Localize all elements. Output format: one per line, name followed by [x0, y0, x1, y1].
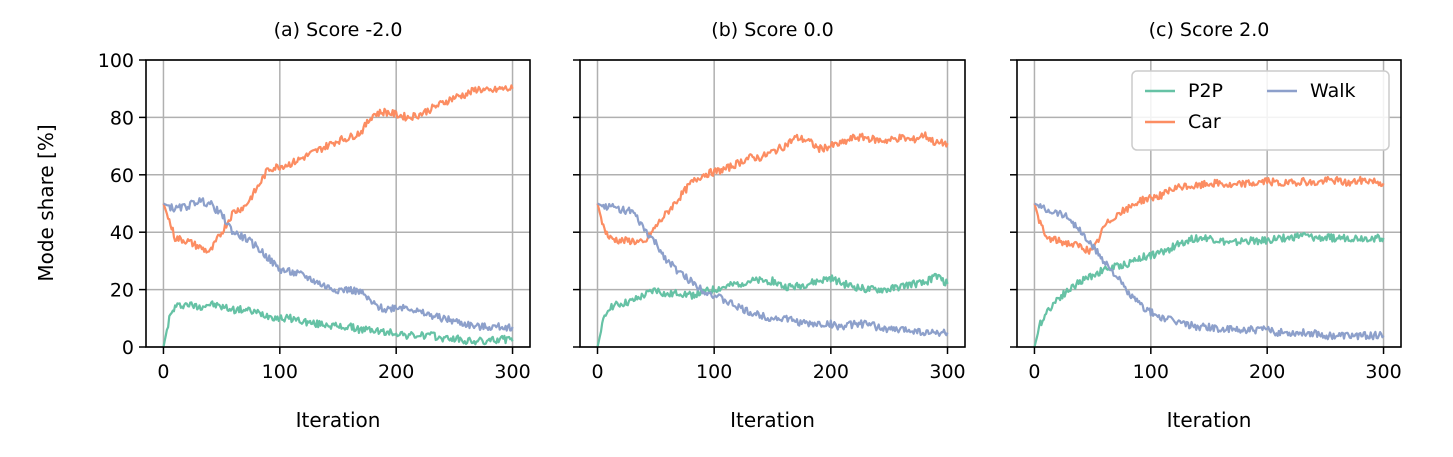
series-line-car — [162, 84, 514, 254]
legend-label-car: Car — [1188, 111, 1221, 133]
x-tick-label: 0 — [157, 361, 169, 383]
x-tick-label: 100 — [1133, 361, 1169, 383]
series-line-p2p — [596, 272, 949, 347]
x-axis-label: Iteration — [296, 408, 381, 432]
series-line-walk — [162, 197, 514, 332]
x-axis-label: Iteration — [730, 408, 815, 432]
y-axis-label: Mode share [%] — [34, 124, 58, 281]
panel-c: 0 100 200 300 (c) Score 2.0 Iteration — [1010, 19, 1402, 432]
panel-title: (b) Score 0.0 — [711, 19, 833, 41]
y-tick-label: 100 — [98, 50, 134, 72]
x-tick-label: 300 — [1365, 361, 1401, 383]
x-tick-label: 300 — [494, 361, 530, 383]
x-tick-label: 200 — [378, 361, 414, 383]
y-tick-label: 0 — [122, 337, 134, 359]
x-tick-label: 100 — [696, 361, 732, 383]
axes-frame — [145, 59, 531, 348]
legend-box — [1131, 70, 1390, 151]
x-axis-label: Iteration — [1167, 408, 1252, 432]
axes-frame — [1016, 59, 1402, 348]
legend: P2P Walk Car — [1131, 70, 1390, 151]
x-tick-label: 0 — [591, 361, 603, 383]
series-line-p2p — [162, 300, 514, 347]
series-line-walk — [597, 202, 949, 337]
panel-a: 0 100 200 300 0 20 40 60 80 100 (a) Score -2.0 Iter… — [98, 19, 531, 432]
x-tick-label: 100 — [262, 361, 298, 383]
series-line-walk — [1033, 202, 1385, 341]
panel-b: 0 100 200 300 (b) Score 0.0 Iteration — [573, 19, 966, 432]
x-tick-label: 200 — [1249, 361, 1285, 383]
y-tick-label: 60 — [110, 165, 134, 187]
panel-title: (a) Score -2.0 — [274, 19, 403, 41]
axes-frame — [579, 59, 966, 348]
y-tick-label: 20 — [110, 280, 134, 302]
x-tick-label: 200 — [813, 361, 849, 383]
legend-label-p2p: P2P — [1188, 80, 1223, 102]
x-tick-label: 300 — [929, 361, 965, 383]
y-tick-label: 40 — [110, 222, 134, 244]
series-line-p2p — [1033, 231, 1385, 347]
series-line-car — [596, 131, 949, 246]
legend-label-walk: Walk — [1310, 80, 1356, 102]
y-tick-label: 80 — [110, 107, 134, 129]
panel-title: (c) Score 2.0 — [1149, 19, 1270, 41]
x-tick-label: 0 — [1028, 361, 1040, 383]
